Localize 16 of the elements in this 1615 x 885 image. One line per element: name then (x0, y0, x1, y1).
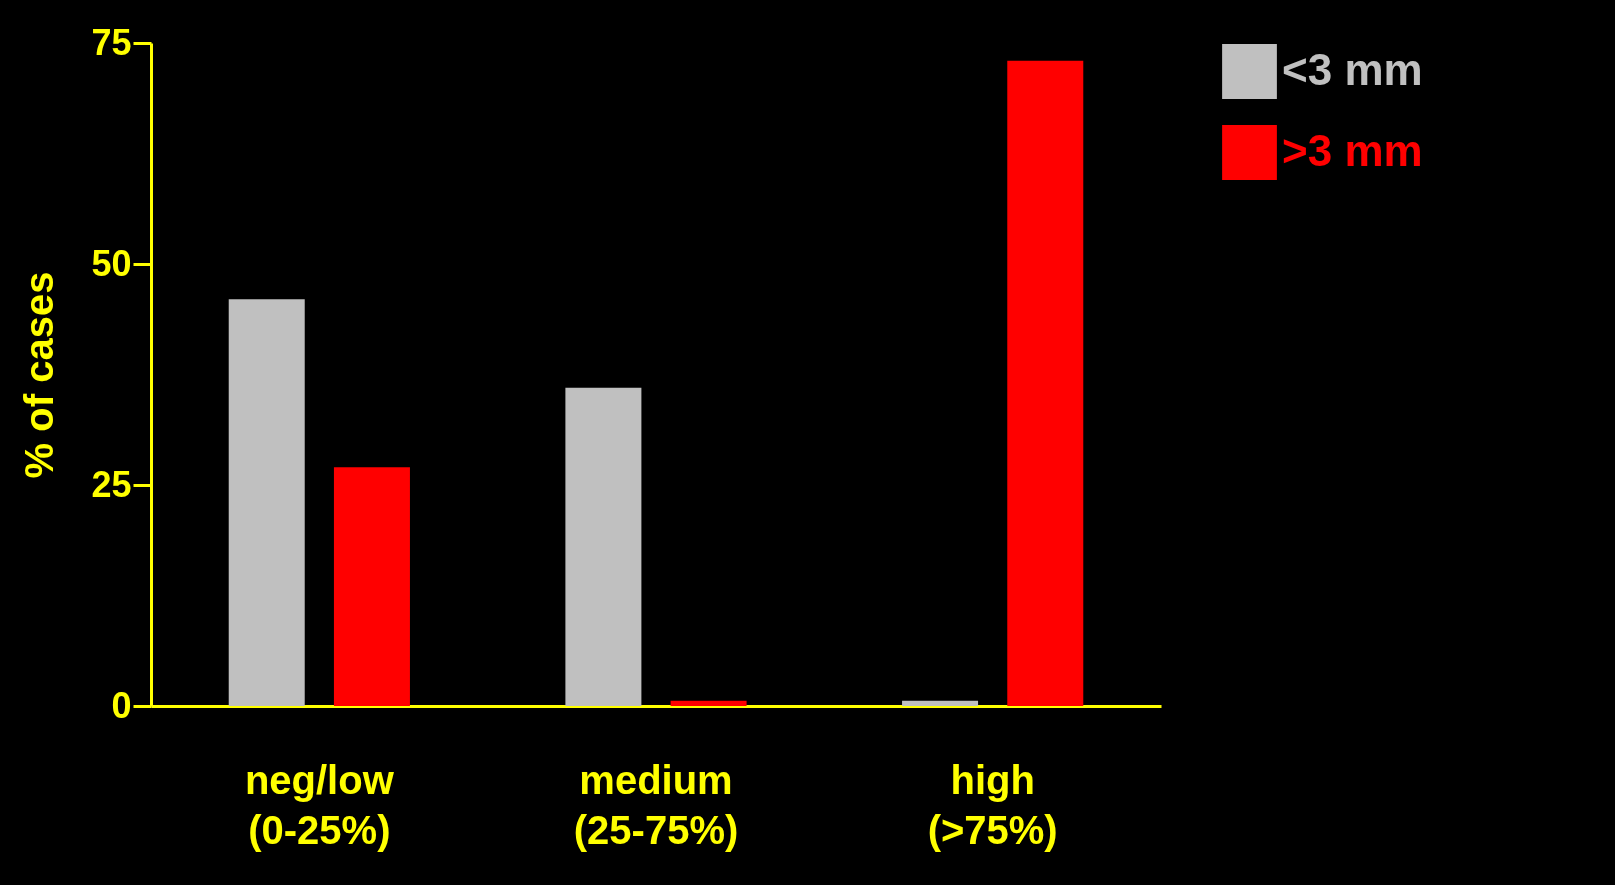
legend-label: <3 mm (1282, 44, 1423, 94)
bar (333, 467, 410, 706)
x-tick-label: medium (25-75%) (573, 757, 739, 852)
x-tick-label: neg/low (0-25%) (244, 757, 395, 852)
y-tick-label: 50 (91, 242, 132, 284)
y-tick-label: 75 (91, 21, 132, 63)
bar (902, 700, 979, 706)
bar (565, 387, 642, 706)
bar (1007, 60, 1084, 706)
bar (228, 299, 305, 706)
legend-label: >3 mm (1282, 125, 1423, 175)
x-tick-label: high (>75%) (927, 757, 1058, 852)
y-axis-title: % of cases (17, 271, 62, 479)
bar (670, 700, 747, 706)
y-tick-label: 25 (91, 463, 132, 505)
y-tick-label: 0 (111, 684, 132, 726)
